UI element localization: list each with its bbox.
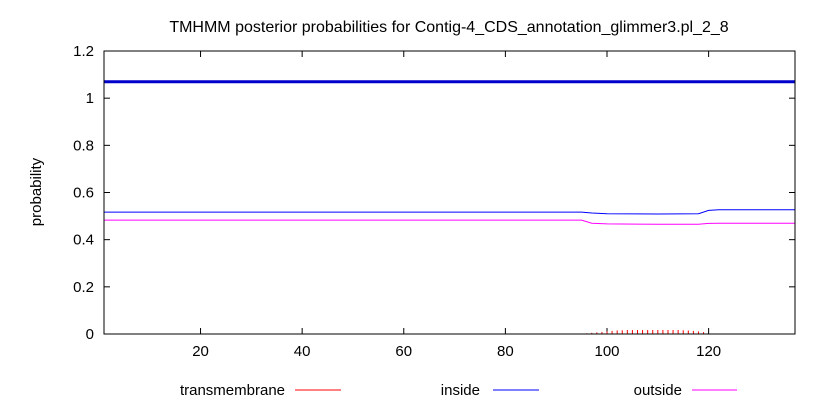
y-tick-label: 0 [86,326,94,343]
chart-title: TMHMM posterior probabilities for Contig… [169,19,728,36]
legend-label-outside: outside [634,382,682,399]
x-tick-label: 20 [192,343,209,360]
y-tick-label: 1.2 [73,43,94,60]
outside-line [104,219,795,225]
x-tick-label: 80 [497,343,514,360]
plot-frame [103,50,796,335]
x-tick-label: 40 [294,343,311,360]
inside-line [104,209,795,215]
y-tick-label: 0.4 [73,232,94,249]
y-tick-label: 0.6 [73,185,94,202]
legend-label-inside: inside [441,382,480,399]
plot-area: 0 0.2 0.4 0.6 0.8 1 1.2 20 40 60 80 100 120 [73,43,796,360]
legend: transmembrane inside outside [180,382,737,399]
x-tick-label: 100 [594,343,619,360]
y-tick-label: 0.8 [73,137,94,154]
legend-label-transmembrane: transmembrane [180,382,285,399]
y-tick-label: 0.2 [73,279,94,296]
x-tick-label: 60 [395,343,412,360]
y-tick-label: 1 [86,90,94,107]
x-tick-label: 120 [696,343,721,360]
y-axis-label: probability [28,157,45,226]
